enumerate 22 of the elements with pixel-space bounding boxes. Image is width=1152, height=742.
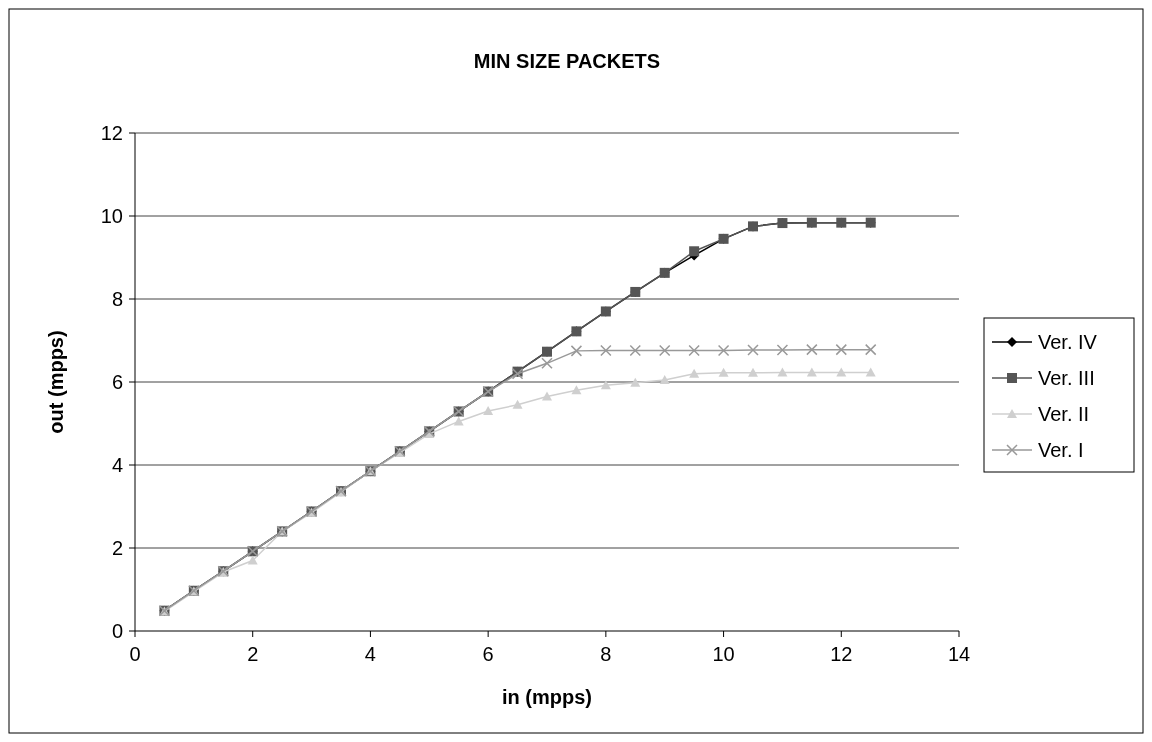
legend-label: Ver. I bbox=[1038, 439, 1084, 461]
chart-title: MIN SIZE PACKETS bbox=[473, 50, 661, 72]
x-tick-label: 6 bbox=[482, 643, 494, 665]
y-tick-label: 8 bbox=[111, 288, 123, 310]
x-tick-label: 0 bbox=[129, 643, 141, 665]
x-tick-label: 8 bbox=[600, 643, 612, 665]
x-tick-label: 12 bbox=[830, 643, 853, 665]
y-axis-title: out (mpps) bbox=[45, 330, 67, 434]
x-tick-label: 14 bbox=[947, 643, 971, 665]
y-tick-label: 4 bbox=[111, 454, 123, 476]
y-tick-label: 6 bbox=[111, 371, 123, 393]
x-axis-title: in (mpps) bbox=[502, 686, 592, 708]
x-tick-label: 10 bbox=[712, 643, 735, 665]
y-tick-label: 10 bbox=[100, 205, 123, 227]
y-tick-label: 0 bbox=[111, 620, 123, 642]
x-tick-label: 4 bbox=[364, 643, 376, 665]
legend-label: Ver. III bbox=[1038, 367, 1095, 389]
y-tick-label: 2 bbox=[111, 537, 123, 559]
legend-label: Ver. IV bbox=[1038, 331, 1098, 353]
legend-label: Ver. II bbox=[1038, 403, 1090, 425]
x-tick-label: 2 bbox=[247, 643, 259, 665]
y-tick-label: 12 bbox=[100, 122, 123, 144]
